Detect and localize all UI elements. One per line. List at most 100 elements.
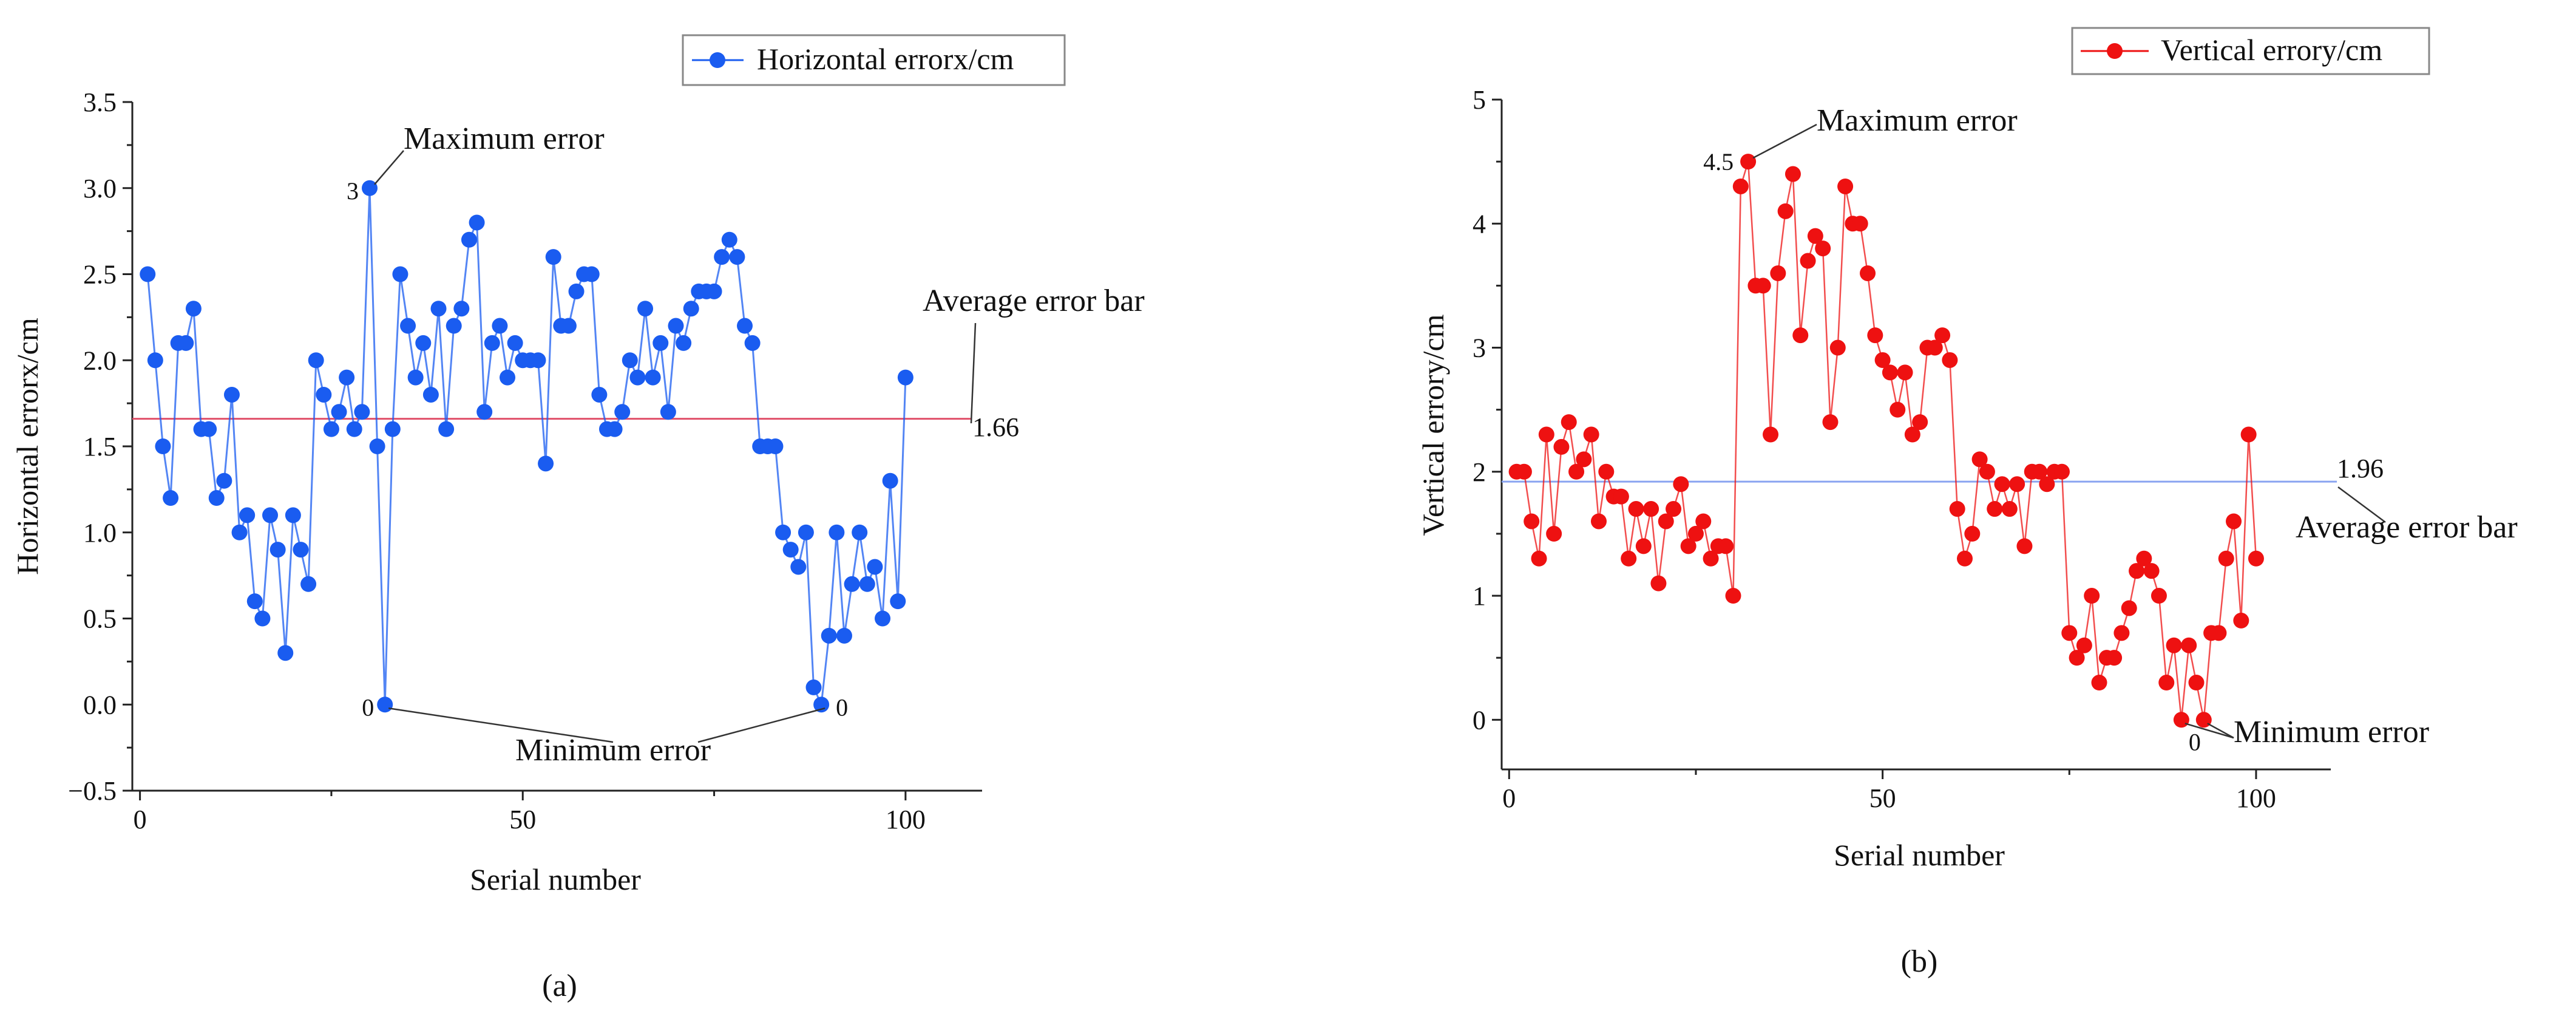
- data-point: [1576, 451, 1592, 468]
- data-point: [1680, 538, 1696, 554]
- data-point: [354, 404, 370, 420]
- data-point: [1650, 575, 1667, 591]
- panel-label: (a): [542, 969, 577, 1003]
- data-point: [346, 421, 362, 437]
- data-point: [2001, 501, 2018, 517]
- data-point: [2226, 513, 2242, 530]
- data-point: [339, 369, 355, 386]
- panel-a-average-line: 1.66 Average error bar: [132, 284, 1145, 442]
- data-point: [2032, 463, 2048, 480]
- data-point: [1673, 476, 1689, 492]
- average-annotation-leader: [970, 322, 977, 424]
- data-point: [438, 421, 455, 437]
- data-point: [155, 438, 171, 454]
- data-point: [790, 559, 807, 575]
- data-point: [1904, 426, 1920, 443]
- data-point: [2240, 426, 2257, 443]
- data-point: [1942, 352, 1958, 368]
- y-tick-label: 0.5: [83, 604, 117, 634]
- max-error-label: Maximum error: [404, 121, 605, 156]
- data-point: [2106, 650, 2123, 666]
- data-point: [2113, 625, 2130, 641]
- y-axis-label: Vertical errory/cm: [1416, 314, 1450, 536]
- data-point: [545, 249, 561, 265]
- data-point: [369, 438, 385, 454]
- data-point: [875, 610, 891, 627]
- data-point: [1927, 339, 1943, 356]
- y-tick-label: 0: [1473, 705, 1486, 735]
- data-point: [1613, 488, 1629, 505]
- data-point: [492, 318, 508, 334]
- data-point: [484, 335, 500, 351]
- panel-a-legend: Horizontal errorx/cm: [682, 34, 1066, 86]
- panel-b-legend: Vertical errory/cm: [2071, 27, 2430, 75]
- data-point: [683, 301, 699, 317]
- min-error-leader: [2185, 723, 2234, 739]
- y-tick-label: 2.5: [83, 260, 117, 290]
- data-point: [1979, 463, 1995, 480]
- data-point: [2218, 550, 2234, 567]
- y-tick-label: 3.5: [83, 87, 117, 117]
- data-point: [1777, 203, 1794, 219]
- data-point: [1703, 550, 1719, 567]
- panel-a-axes: −0.5 0.0 0.5 1.0 1.5 2.0 2.5 3.0 3.5 0 50 100: [68, 87, 982, 834]
- data-point: [1531, 550, 1547, 567]
- data-point: [2173, 712, 2189, 728]
- data-point: [829, 524, 845, 540]
- data-point: [208, 490, 225, 506]
- data-point: [1867, 327, 1883, 344]
- data-point: [201, 421, 217, 437]
- data-point: [890, 593, 906, 610]
- data-point: [676, 335, 692, 351]
- data-point: [446, 318, 462, 334]
- data-point: [1949, 501, 1965, 517]
- min-error-leader: [2207, 723, 2234, 739]
- data-point: [140, 266, 156, 282]
- panel-a: −0.5 0.0 0.5 1.0 1.5 2.0 2.5 3.0 3.5 0 50 100 1.66 A…: [10, 34, 1145, 1003]
- y-axis-label: Horizontal errorx/cm: [10, 318, 44, 575]
- data-point: [185, 301, 202, 317]
- data-point: [1628, 501, 1644, 517]
- data-point: [277, 645, 294, 661]
- data-point: [1860, 265, 1876, 281]
- data-point: [1755, 278, 1771, 294]
- data-point: [805, 679, 822, 695]
- data-point: [1695, 513, 1712, 530]
- panel-a-series: [140, 180, 913, 713]
- data-point: [2248, 550, 2264, 567]
- data-point: [1568, 463, 1585, 480]
- data-point: [2136, 550, 2152, 567]
- data-point: [2188, 675, 2205, 691]
- data-point: [813, 697, 830, 713]
- series-line: [1516, 161, 2257, 720]
- data-point: [316, 386, 332, 403]
- legend-marker-sample: [710, 52, 725, 68]
- data-point: [775, 524, 791, 540]
- data-point: [1956, 550, 1973, 567]
- data-point: [323, 421, 339, 437]
- data-point: [163, 490, 179, 506]
- data-point: [1837, 178, 1854, 194]
- y-tick-label: 1.0: [83, 518, 117, 548]
- data-point: [782, 542, 799, 558]
- data-point: [629, 369, 646, 386]
- data-point: [407, 369, 424, 386]
- data-point: [254, 610, 271, 627]
- data-point: [453, 301, 470, 317]
- legend-box: [682, 34, 1066, 86]
- data-point: [361, 180, 378, 196]
- data-point: [2158, 675, 2175, 691]
- data-point: [2009, 476, 2025, 492]
- data-point: [507, 335, 523, 351]
- data-point: [729, 249, 745, 265]
- average-annotation-leader: [2337, 486, 2386, 523]
- series-line: [146, 188, 907, 708]
- average-annotation-label: Average error bar: [923, 284, 1145, 318]
- data-point: [1822, 414, 1839, 431]
- data-point: [1800, 253, 1816, 269]
- panel-b-average-line: 1.96 Average error bar: [1502, 454, 2518, 545]
- data-point: [269, 542, 286, 558]
- data-point: [668, 318, 684, 334]
